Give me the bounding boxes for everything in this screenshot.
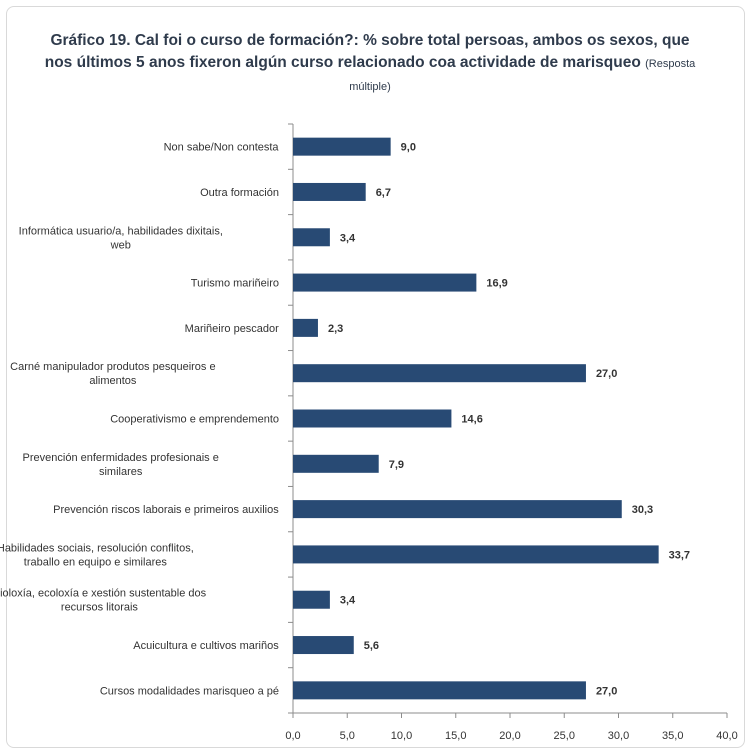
bar: [293, 228, 330, 247]
bar: [293, 681, 586, 700]
category-label: Habilidades sociais, resolución conflito…: [0, 542, 194, 568]
data-label: 3,4: [340, 595, 356, 607]
chart-title-main: Gráfico 19. Cal foi o curso de formación…: [44, 32, 690, 71]
x-tick-label: 25,0: [554, 730, 575, 742]
x-tick-label: 0,0: [285, 730, 300, 742]
data-label: 30,3: [632, 504, 653, 516]
chart-title-note: (Resposta múltiple): [349, 58, 696, 93]
category-label: Bioloxía, ecoloxía e xestión sustentable…: [0, 588, 207, 614]
data-label: 5,6: [364, 640, 379, 652]
category-label: Non sabe/Non contesta: [164, 142, 280, 154]
data-label: 9,0: [401, 142, 416, 154]
bar: [293, 636, 354, 655]
bar: [293, 318, 318, 337]
x-tick-label: 30,0: [608, 730, 629, 742]
bar: [293, 273, 477, 292]
data-label: 33,7: [669, 549, 690, 561]
category-label: Mariñeiro pescador: [185, 323, 279, 335]
data-label: 27,0: [596, 368, 617, 380]
x-tick-label: 35,0: [662, 730, 683, 742]
x-tick-label: 20,0: [499, 730, 520, 742]
chart-title: Gráfico 19. Cal foi o curso de formación…: [40, 30, 700, 98]
category-label: Prevención riscos laborais e primeiros a…: [53, 504, 279, 516]
bar: [293, 590, 330, 609]
x-tick-label: 5,0: [340, 730, 355, 742]
data-label: 16,9: [486, 278, 507, 290]
x-tick-label: 10,0: [391, 730, 412, 742]
category-label: Informática usuario/a, habilidades dixit…: [19, 225, 223, 251]
category-label: Prevención enfermidades profesionais e si…: [23, 452, 219, 478]
category-label: Cooperativismo e emprendemento: [110, 414, 279, 426]
bar: [293, 137, 391, 156]
data-label: 6,7: [376, 187, 391, 199]
data-label: 27,0: [596, 685, 617, 697]
data-label: 2,3: [328, 323, 343, 335]
bar: [293, 409, 452, 428]
category-label: Acuicultura e cultivos mariños: [133, 640, 279, 652]
data-label: 14,6: [461, 414, 482, 426]
bar: [293, 454, 379, 473]
bar: [293, 500, 622, 519]
category-label: Turismo mariñeiro: [191, 278, 279, 290]
bar: [293, 182, 366, 201]
bar: [293, 545, 659, 564]
category-label: Outra formación: [200, 187, 279, 199]
bar: [293, 364, 586, 383]
category-label: Cursos modalidades marisqueo a pé: [100, 685, 279, 697]
data-label: 7,9: [389, 459, 404, 471]
x-tick-label: 40,0: [716, 730, 737, 742]
x-tick-label: 15,0: [445, 730, 466, 742]
data-label: 3,4: [340, 232, 356, 244]
